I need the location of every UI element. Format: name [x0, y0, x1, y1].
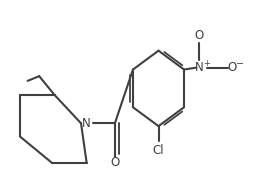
- Text: N: N: [195, 61, 204, 74]
- Text: O: O: [110, 156, 119, 169]
- Text: O: O: [195, 29, 204, 42]
- Text: O: O: [227, 61, 236, 74]
- Text: N: N: [82, 117, 91, 130]
- Text: +: +: [203, 59, 210, 68]
- Text: Cl: Cl: [153, 144, 164, 157]
- Text: −: −: [236, 59, 244, 69]
